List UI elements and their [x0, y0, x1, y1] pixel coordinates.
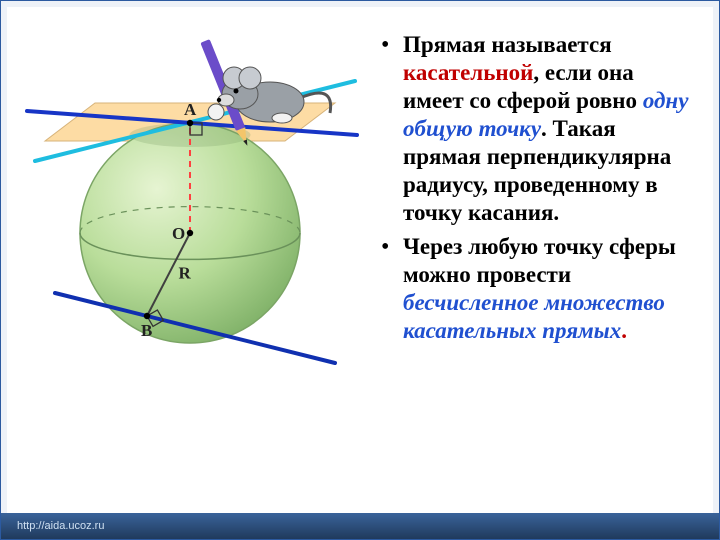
footer-url: http://aida.ucoz.ru	[17, 520, 104, 532]
svg-text:O: O	[172, 224, 185, 243]
text-column: Прямая называется касательной, если она …	[375, 29, 695, 499]
svg-text:A: A	[184, 100, 197, 119]
text-segment: касательной	[403, 60, 533, 85]
svg-text:B: B	[141, 321, 152, 340]
text-segment: .	[621, 318, 627, 343]
content-area: A O B R Прямая называется касательной, если…	[25, 29, 695, 499]
text-segment: Прямая называется	[403, 32, 612, 57]
svg-text:R: R	[179, 264, 192, 283]
bullet-item-1: Через любую точку сферы можно провести б…	[375, 233, 695, 345]
text-segment: Через любую точку сферы можно провести	[403, 234, 676, 287]
slide: A O B R Прямая называется касательной, если…	[0, 0, 720, 540]
sphere-tangent-diagram: A O B R	[25, 33, 365, 373]
diagram-container: A O B R	[25, 29, 365, 499]
footer-bar: http://aida.ucoz.ru	[1, 513, 719, 539]
bullet-item-0: Прямая называется касательной, если она …	[375, 31, 695, 227]
